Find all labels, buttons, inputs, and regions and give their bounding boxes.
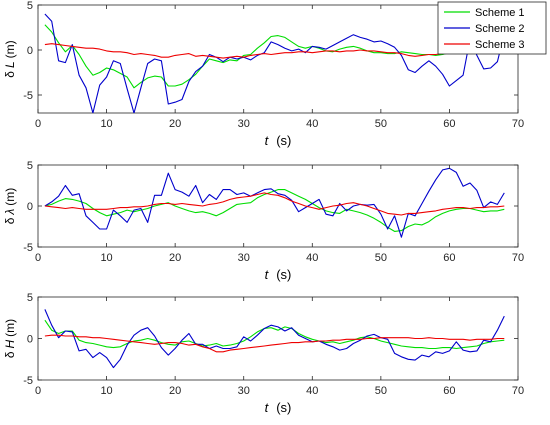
y-tick-label: 0 bbox=[27, 334, 33, 346]
x-axis-label: t (s) bbox=[265, 267, 292, 282]
y-axis-unit: (m) bbox=[3, 40, 17, 58]
x-tick-label: 70 bbox=[512, 118, 524, 130]
x-axis-unit: (s) bbox=[276, 400, 291, 415]
plot-area bbox=[37, 164, 519, 248]
x-tick-label: 60 bbox=[443, 118, 455, 130]
y-axis-unit: (m) bbox=[3, 188, 17, 206]
x-axis-variable: t bbox=[265, 400, 270, 415]
y-axis-prefix: δ bbox=[3, 71, 17, 78]
y-axis-label: δλ (m) bbox=[3, 188, 17, 225]
x-axis-unit: (s) bbox=[276, 267, 291, 282]
x-axis-label: t (s) bbox=[265, 133, 292, 148]
y-axis-symbol: H bbox=[3, 339, 17, 348]
x-tick-label: 20 bbox=[169, 385, 181, 397]
x-tick-label: 30 bbox=[238, 252, 250, 264]
y-tick-label: -5 bbox=[23, 90, 33, 102]
x-tick-label: 40 bbox=[306, 118, 318, 130]
y-tick-label: 5 bbox=[27, 292, 33, 304]
legend-label: Scheme 1 bbox=[475, 7, 525, 19]
series-group bbox=[44, 309, 505, 369]
series-group bbox=[44, 13, 505, 113]
x-tick-label: 0 bbox=[35, 118, 41, 130]
x-tick-label: 40 bbox=[306, 252, 318, 264]
series-line-scheme-3 bbox=[44, 192, 505, 216]
legend: Scheme 1 Scheme 2 Scheme 3 bbox=[437, 1, 547, 55]
x-tick-label: 0 bbox=[35, 385, 41, 397]
series-line-scheme-2 bbox=[44, 13, 505, 113]
series-line-scheme-3 bbox=[44, 43, 505, 59]
y-axis-label: δL (m) bbox=[3, 40, 17, 77]
y-tick-label: 0 bbox=[27, 201, 33, 213]
y-tick-label: 5 bbox=[27, 160, 33, 172]
y-tick-label: 0 bbox=[27, 45, 33, 57]
legend-label: Scheme 2 bbox=[475, 23, 525, 35]
x-tick-label: 10 bbox=[100, 252, 112, 264]
x-tick-label: 0 bbox=[35, 252, 41, 264]
x-tick-label: 30 bbox=[238, 385, 250, 397]
x-axis-unit: (s) bbox=[276, 133, 291, 148]
y-tick-label: -5 bbox=[23, 242, 33, 254]
series-group bbox=[44, 167, 505, 238]
x-tick-label: 70 bbox=[512, 385, 524, 397]
x-tick-label: 20 bbox=[169, 118, 181, 130]
y-axis-label: δH (m) bbox=[3, 319, 17, 358]
series-line-scheme-1 bbox=[44, 319, 505, 350]
x-axis-label: t (s) bbox=[265, 400, 292, 415]
series-line-scheme-2 bbox=[44, 167, 505, 238]
y-axis-symbol: λ bbox=[3, 209, 17, 216]
y-tick-label: 5 bbox=[27, 0, 33, 12]
x-tick-label: 30 bbox=[238, 118, 250, 130]
x-tick-label: 70 bbox=[512, 252, 524, 264]
x-tick-label: 60 bbox=[443, 252, 455, 264]
x-axis-variable: t bbox=[265, 133, 270, 148]
x-tick-label: 60 bbox=[443, 385, 455, 397]
x-tick-label: 10 bbox=[100, 118, 112, 130]
x-tick-label: 10 bbox=[100, 385, 112, 397]
series-line-scheme-3 bbox=[44, 334, 505, 353]
legend-label: Scheme 3 bbox=[475, 39, 525, 51]
x-tick-label: 40 bbox=[306, 385, 318, 397]
x-tick-label: 50 bbox=[375, 118, 387, 130]
x-tick-label: 50 bbox=[375, 385, 387, 397]
x-axis-variable: t bbox=[265, 267, 270, 282]
y-tick-label: -5 bbox=[23, 375, 33, 387]
y-axis-prefix: δ bbox=[3, 217, 17, 224]
y-axis-unit: (m) bbox=[3, 319, 17, 337]
y-axis-symbol: L bbox=[3, 61, 17, 68]
x-tick-label: 20 bbox=[169, 252, 181, 264]
series-line-scheme-2 bbox=[44, 309, 505, 369]
x-tick-label: 50 bbox=[375, 252, 387, 264]
y-axis-prefix: δ bbox=[3, 351, 17, 358]
